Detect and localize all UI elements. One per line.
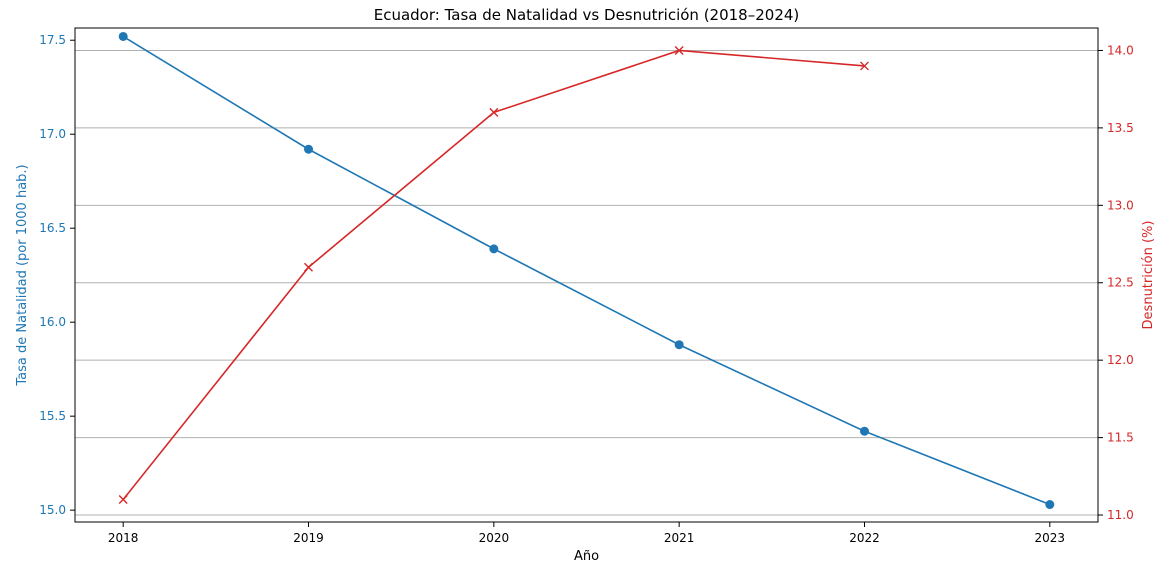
- natalidad-data-point: [489, 244, 499, 254]
- left-y-tick-label: 15.0: [39, 503, 66, 517]
- right-y-tick-label: 11.5: [1107, 431, 1134, 445]
- right-y-tick-label: 13.5: [1107, 121, 1134, 135]
- natalidad-data-point: [859, 426, 869, 436]
- desnutricion-data-point: [304, 262, 314, 272]
- natalidad-data-point: [1045, 500, 1055, 510]
- right-y-tick-label: 11.0: [1107, 508, 1134, 522]
- left-y-axis-label: Tasa de Natalidad (por 1000 hab.): [15, 164, 30, 386]
- series-layer: [118, 31, 1055, 510]
- chart-title: Ecuador: Tasa de Natalidad vs Desnutrici…: [374, 6, 800, 24]
- grid: [75, 49, 1098, 516]
- desnutricion-data-point: [674, 45, 684, 55]
- desnutricion-data-point: [118, 495, 128, 505]
- x-axis-label: Año: [574, 549, 599, 564]
- right-y-tick-label: 13.0: [1107, 198, 1134, 212]
- natalidad-data-point: [674, 340, 684, 350]
- x-tick-label: 2021: [664, 531, 695, 545]
- x-tick-label: 2018: [108, 531, 139, 545]
- desnutricion-data-point: [489, 107, 499, 117]
- left-y-axis: 15.0 15.5 16.0 16.5 17.0 17.5: [39, 33, 75, 517]
- right-y-axis-label: Desnutrición (%): [1141, 221, 1156, 330]
- x-tick-label: 2023: [1035, 531, 1066, 545]
- x-tick-label: 2019: [293, 531, 324, 545]
- right-y-tick-label: 12.0: [1107, 353, 1134, 367]
- plot-frame: [74, 27, 1099, 523]
- left-y-tick-label: 17.0: [39, 127, 66, 141]
- right-y-tick-label: 12.5: [1107, 276, 1134, 290]
- right-y-axis: 11.0 11.5 12.0 12.5 13.0 13.5 14.0: [1098, 43, 1134, 522]
- left-y-tick-label: 17.5: [39, 33, 66, 47]
- x-axis: 2018 2019 2020 2021 2022 2023: [108, 522, 1065, 545]
- x-tick-label: 2022: [849, 531, 880, 545]
- right-y-tick-label: 14.0: [1107, 43, 1134, 57]
- desnutricion-data-point: [859, 61, 869, 71]
- left-y-tick-label: 16.5: [39, 221, 66, 235]
- left-y-tick-label: 16.0: [39, 315, 66, 329]
- x-tick-label: 2020: [479, 531, 510, 545]
- natalidad-data-point: [118, 31, 128, 41]
- natalidad-data-point: [304, 144, 314, 154]
- natalidad-series-line: [122, 35, 1051, 506]
- left-y-tick-label: 15.5: [39, 409, 66, 423]
